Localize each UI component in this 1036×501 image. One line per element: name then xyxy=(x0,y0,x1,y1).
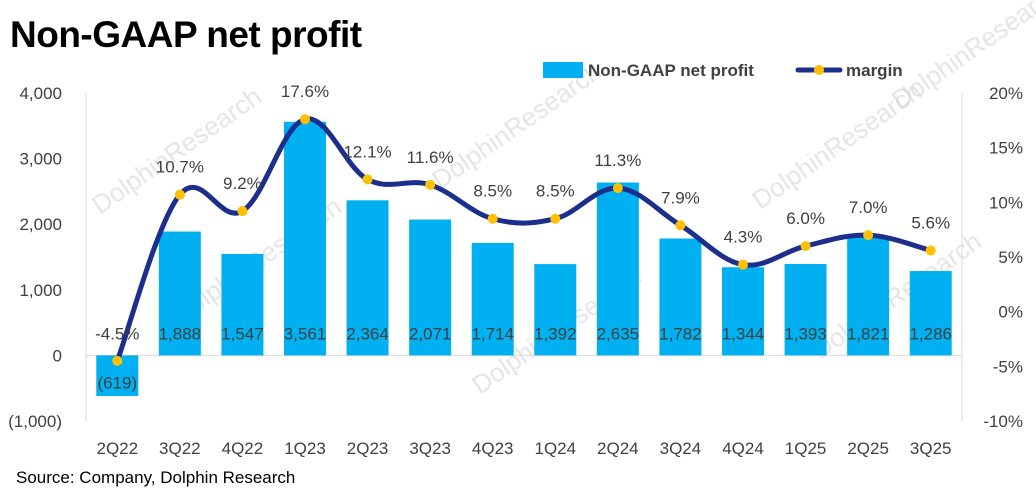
bar-value-label: 2,635 xyxy=(597,324,640,343)
y2-tick-label: 5% xyxy=(998,248,1023,267)
bar xyxy=(471,242,514,356)
bar-value-label: 1,888 xyxy=(159,324,202,343)
x-tick-label: 3Q22 xyxy=(159,439,201,458)
y2-tick-label: 0% xyxy=(998,303,1023,322)
y-tick-label: 0 xyxy=(53,346,62,365)
margin-point xyxy=(550,213,561,224)
margin-point xyxy=(237,206,248,217)
bar xyxy=(158,231,201,356)
bar-value-label: (619) xyxy=(97,373,137,392)
margin-point xyxy=(362,174,373,185)
margin-value-label: 5.6% xyxy=(911,213,950,232)
x-tick-label: 4Q23 xyxy=(472,439,514,458)
margin-point xyxy=(112,355,123,366)
legend-bar-swatch xyxy=(543,62,583,78)
bar xyxy=(659,238,702,356)
bar xyxy=(534,264,577,356)
y-tick-label: 4,000 xyxy=(19,84,62,103)
x-tick-label: 3Q25 xyxy=(910,439,952,458)
margin-point xyxy=(675,220,686,231)
y2-tick-label: -10% xyxy=(983,412,1023,431)
bar xyxy=(784,264,827,356)
bar-value-label: 2,364 xyxy=(346,324,389,343)
margin-value-label: 7.0% xyxy=(849,198,888,217)
margin-point xyxy=(300,114,310,125)
bar-value-label: 1,714 xyxy=(471,324,514,343)
margin-value-label: -4.5% xyxy=(95,324,139,343)
y-tick-label: 1,000 xyxy=(19,281,62,300)
margin-value-label: 7.9% xyxy=(661,188,700,207)
y-tick-label: 2,000 xyxy=(19,215,62,234)
margin-value-label: 4.3% xyxy=(724,228,763,247)
watermark-text-5: DolphinResearch xyxy=(806,226,987,365)
margin-value-label: 8.5% xyxy=(473,182,512,201)
margin-value-label: 8.5% xyxy=(536,182,575,201)
margin-point xyxy=(800,241,811,252)
bar-value-label: 3,561 xyxy=(284,324,327,343)
x-tick-label: 1Q23 xyxy=(284,439,326,458)
source-note: Source: Company, Dolphin Research xyxy=(16,468,296,487)
y2-tick-label: -5% xyxy=(993,357,1023,376)
margin-point xyxy=(738,259,748,270)
margin-point xyxy=(174,189,185,200)
bar-value-label: 1,286 xyxy=(909,324,952,343)
x-tick-label: 3Q23 xyxy=(409,439,451,458)
margin-value-label: 11.3% xyxy=(594,151,641,170)
margin-point xyxy=(863,230,874,241)
bar-value-label: 1,392 xyxy=(534,324,577,343)
margin-value-label: 9.2% xyxy=(223,174,262,193)
bar-value-label: 2,071 xyxy=(409,324,452,343)
bar-value-label: 1,393 xyxy=(784,324,827,343)
bar-value-label: 1,782 xyxy=(659,324,702,343)
x-tick-label: 3Q24 xyxy=(660,439,702,458)
bar xyxy=(409,219,452,356)
margin-point xyxy=(487,213,498,224)
margin-value-label: 17.6% xyxy=(281,82,329,101)
bar xyxy=(909,271,952,356)
x-tick-label: 1Q24 xyxy=(534,439,576,458)
y-tick-label: (1,000) xyxy=(8,412,62,431)
bar xyxy=(221,253,264,356)
margin-value-label: 11.6% xyxy=(407,148,454,167)
legend-bar-label: Non-GAAP net profit xyxy=(588,61,754,80)
bar xyxy=(847,235,890,356)
x-tick-label: 2Q25 xyxy=(847,439,889,458)
x-tick-label: 2Q22 xyxy=(96,439,138,458)
bar-value-label: 1,547 xyxy=(221,324,264,343)
bar xyxy=(346,200,389,356)
y2-tick-label: 20% xyxy=(989,84,1023,103)
y-tick-label: 3,000 xyxy=(19,150,62,169)
x-tick-label: 2Q23 xyxy=(347,439,389,458)
margin-value-label: 10.7% xyxy=(156,158,204,177)
bar xyxy=(722,267,764,356)
margin-value-label: 12.1% xyxy=(343,142,391,161)
legend-line-label: margin xyxy=(846,61,903,80)
margin-point xyxy=(612,183,623,194)
x-tick-label: 1Q25 xyxy=(785,439,827,458)
y2-tick-label: 10% xyxy=(989,193,1023,212)
margin-point xyxy=(925,245,936,256)
x-tick-label: 4Q22 xyxy=(222,439,264,458)
legend-line-marker xyxy=(814,65,824,75)
chart-title: Non-GAAP net profit xyxy=(10,14,362,55)
bar-value-label: 1,821 xyxy=(847,324,890,343)
x-tick-label: 4Q24 xyxy=(722,439,764,458)
bar xyxy=(596,182,639,356)
margin-value-label: 6.0% xyxy=(786,209,825,228)
x-tick-label: 2Q24 xyxy=(597,439,639,458)
bar-value-label: 1,344 xyxy=(722,324,765,343)
bar xyxy=(284,121,326,356)
y2-tick-label: 15% xyxy=(989,139,1023,158)
margin-point xyxy=(425,179,436,190)
